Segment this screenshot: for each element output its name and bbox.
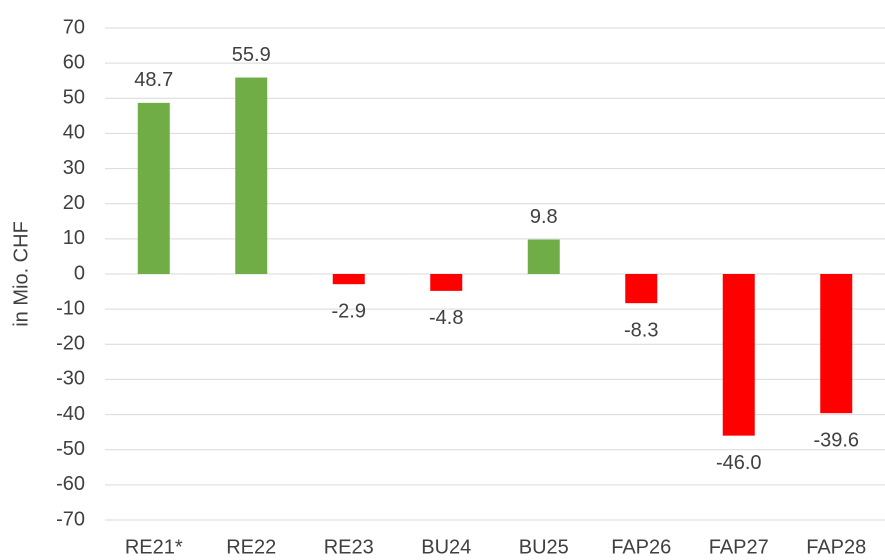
y-tick-label: 40 bbox=[63, 122, 85, 144]
y-tick-label: 60 bbox=[63, 51, 85, 73]
x-tick-label: RE23 bbox=[324, 536, 374, 558]
y-tick-label: -60 bbox=[56, 473, 85, 495]
y-tick-label: 10 bbox=[63, 227, 85, 249]
value-label: -2.9 bbox=[332, 300, 366, 322]
x-tick-label: FAP28 bbox=[806, 536, 866, 558]
y-tick-label: 50 bbox=[63, 87, 85, 109]
y-tick-label: 0 bbox=[74, 262, 85, 284]
value-label: 48.7 bbox=[134, 69, 173, 91]
value-label: -8.3 bbox=[624, 319, 658, 341]
y-tick-label: 20 bbox=[63, 192, 85, 214]
y-tick-label: -40 bbox=[56, 403, 85, 425]
bar bbox=[430, 274, 463, 291]
bar bbox=[235, 77, 268, 275]
bar bbox=[137, 102, 170, 275]
x-tick-label: BU25 bbox=[519, 536, 569, 558]
y-tick-label: -10 bbox=[56, 297, 85, 319]
x-tick-label: RE22 bbox=[226, 536, 276, 558]
y-tick-label: -50 bbox=[56, 438, 85, 460]
value-label: -4.8 bbox=[429, 307, 463, 329]
x-tick-label: FAP26 bbox=[611, 536, 671, 558]
bar bbox=[722, 274, 755, 436]
bar bbox=[332, 274, 365, 285]
y-axis-label: in Mio. CHF bbox=[10, 221, 32, 327]
y-tick-label: -30 bbox=[56, 368, 85, 390]
y-tick-label: 30 bbox=[63, 157, 85, 179]
y-tick-label: -20 bbox=[56, 333, 85, 355]
x-tick-label: BU24 bbox=[421, 536, 471, 558]
value-label: -39.6 bbox=[813, 429, 859, 451]
x-tick-label: RE21* bbox=[125, 536, 183, 558]
bar bbox=[625, 274, 658, 304]
value-label: -46.0 bbox=[716, 452, 762, 474]
y-tick-label: -70 bbox=[56, 508, 85, 530]
y-tick-label: 70 bbox=[63, 16, 85, 38]
bar bbox=[527, 239, 560, 274]
value-label: 55.9 bbox=[232, 44, 271, 66]
bar bbox=[820, 274, 853, 414]
value-label: 9.8 bbox=[530, 206, 558, 228]
x-tick-label: FAP27 bbox=[709, 536, 769, 558]
